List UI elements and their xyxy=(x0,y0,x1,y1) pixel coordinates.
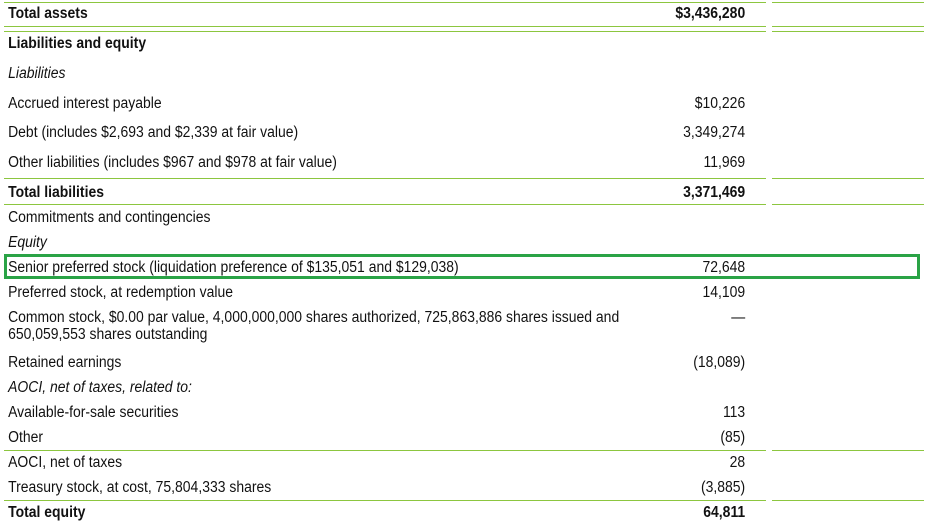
row-value: 113 xyxy=(722,404,746,421)
row-value: (18,089) xyxy=(693,354,746,371)
row-label: Total equity xyxy=(8,504,86,521)
rule xyxy=(4,26,766,27)
row-value: (3,885) xyxy=(700,479,746,496)
row-value: 72,648 xyxy=(702,259,746,276)
rule xyxy=(4,31,766,32)
rule xyxy=(772,500,924,501)
row-value: 3,349,274 xyxy=(683,124,746,141)
row-label: AOCI, net of taxes xyxy=(8,454,123,471)
rule xyxy=(772,178,924,179)
rule xyxy=(772,26,924,27)
row-label: Accrued interest payable xyxy=(8,95,162,112)
row-label: 650,059,553 shares outstanding xyxy=(8,326,208,343)
row-value: 3,371,469 xyxy=(683,184,746,201)
row-value: $10,226 xyxy=(694,95,746,112)
row-label: Debt (includes $2,693 and $2,339 at fair… xyxy=(8,124,299,141)
rule xyxy=(4,178,766,179)
row-label: Commitments and contingencies xyxy=(8,209,211,226)
row-label: Total liabilities xyxy=(8,184,104,201)
row-label: Other xyxy=(8,429,43,446)
row-label: Treasury stock, at cost, 75,804,333 shar… xyxy=(8,479,272,496)
row-label: Liabilities xyxy=(8,65,66,82)
rule xyxy=(772,31,924,32)
row-label: Preferred stock, at redemption value xyxy=(8,284,233,301)
row-value: 64,811 xyxy=(703,504,746,521)
row-label: Common stock, $0.00 par value, 4,000,000… xyxy=(8,309,620,326)
rule xyxy=(772,2,924,3)
row-value: 28 xyxy=(729,454,746,471)
row-value: — xyxy=(731,309,746,326)
row-value: 11,969 xyxy=(703,154,746,171)
rule xyxy=(4,500,766,501)
rule xyxy=(4,450,766,451)
row-value: (85) xyxy=(720,429,746,446)
row-label: Liabilities and equity xyxy=(8,35,147,52)
highlight-box xyxy=(4,254,920,279)
row-label: Available-for-sale securities xyxy=(8,404,179,421)
row-value: 14,109 xyxy=(702,284,746,301)
row-label: Total assets xyxy=(8,5,88,22)
rule xyxy=(4,204,766,205)
rule xyxy=(772,204,924,205)
row-label: Retained earnings xyxy=(8,354,122,371)
row-label: AOCI, net of taxes, related to: xyxy=(8,379,192,396)
row-label: Equity xyxy=(8,234,47,251)
row-value: $3,436,280 xyxy=(675,5,746,22)
rule xyxy=(4,2,766,3)
row-label: Other liabilities (includes $967 and $97… xyxy=(8,154,337,171)
row-label: Senior preferred stock (liquidation pref… xyxy=(8,259,459,276)
rule xyxy=(772,450,924,451)
